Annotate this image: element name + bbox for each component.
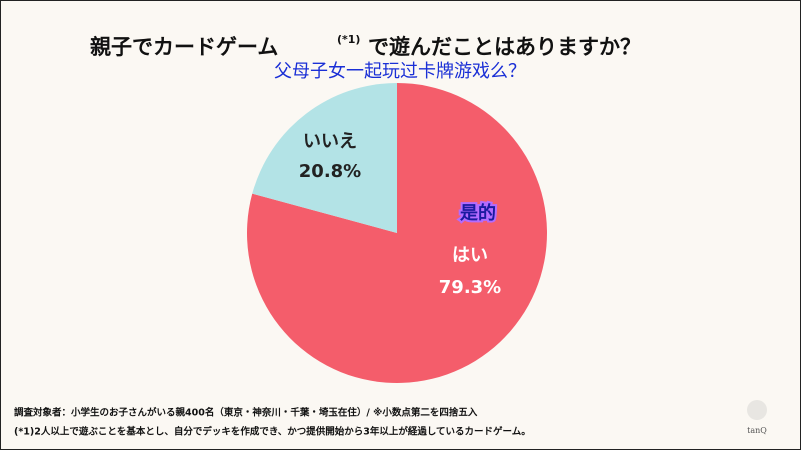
title-part: で遊んだことはありますか？ — [368, 35, 641, 59]
translation-annotation: 父母子女一起玩过卡牌游戏么？ — [274, 61, 526, 82]
slice-value: 79.3% — [439, 277, 501, 298]
logo: tanQ — [747, 426, 767, 435]
title-part: 親子でカードゲーム — [90, 35, 278, 59]
answer-annotation: 是的 — [459, 202, 496, 224]
note: (*1)2人以上で遊ぶことを基本とし、自分でデッキを作成でき、かつ提供開始から3… — [14, 426, 531, 438]
pie-slice — [252, 83, 397, 233]
slice-value: 20.8% — [299, 161, 361, 182]
slice-label: いいえ — [303, 131, 357, 152]
title-footnote: (*1) — [337, 33, 360, 46]
pie: はい 79.3% いいえ 20.8% — [246, 83, 547, 383]
logo-icon — [747, 400, 767, 420]
note: 調査対象者：小学生のお子さんがいる親400名（東京・神奈川・千葉・埼玉在住）/ … — [14, 407, 478, 419]
slice-label: はい — [452, 245, 488, 266]
